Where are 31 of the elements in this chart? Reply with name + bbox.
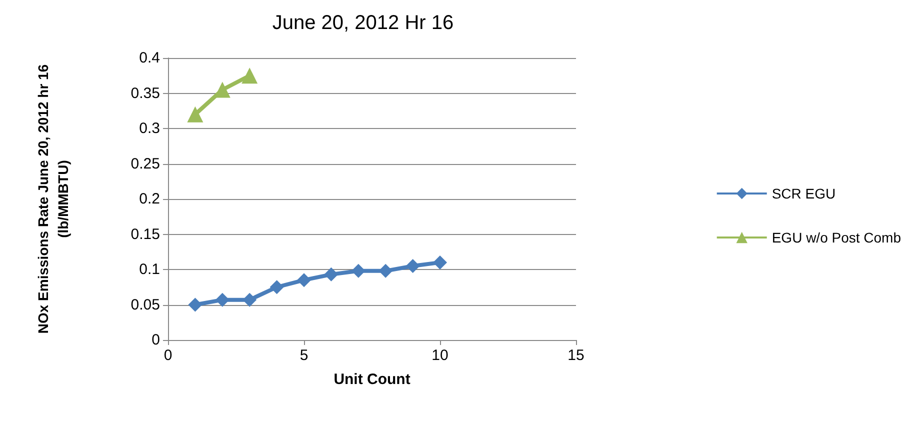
x-axis-title: Unit Count <box>334 371 410 388</box>
y-tick-label: 0.4 <box>139 50 160 66</box>
point <box>242 292 257 307</box>
point <box>297 273 311 288</box>
y-tick-label: 0.35 <box>130 84 160 102</box>
chart-title: June 20, 2012 Hr 16 <box>272 12 454 34</box>
point <box>214 82 230 98</box>
y-tick-label: 0.05 <box>130 296 160 314</box>
legend-label: SCR EGU <box>772 186 836 202</box>
point <box>270 280 284 294</box>
point <box>215 292 230 307</box>
y-tick-label: 0.15 <box>130 226 160 243</box>
y-tick-label: 0.3 <box>139 120 160 137</box>
x-tick-label: 15 <box>568 347 584 364</box>
x-tick-label: 10 <box>432 347 448 364</box>
point <box>324 267 338 282</box>
point <box>378 264 393 278</box>
legend-label: EGU w/o Post Comb <box>772 230 902 246</box>
y-tick-label: 0.1 <box>139 261 160 278</box>
point <box>242 68 258 84</box>
y-tick-label: 0 <box>152 332 160 348</box>
y-tick-label: 0.25 <box>130 155 160 172</box>
point <box>433 255 447 270</box>
point <box>187 106 204 122</box>
y-axis-title: NOx Emissions Rate June 20, 2012 hr 16 (lb/MMBTU) <box>35 64 71 334</box>
point <box>188 298 202 312</box>
y-tick-label: 0.2 <box>139 190 160 208</box>
x-tick-label: 0 <box>164 347 172 364</box>
x-tick-label: 5 <box>300 347 308 364</box>
point <box>406 258 420 273</box>
point <box>351 264 366 278</box>
